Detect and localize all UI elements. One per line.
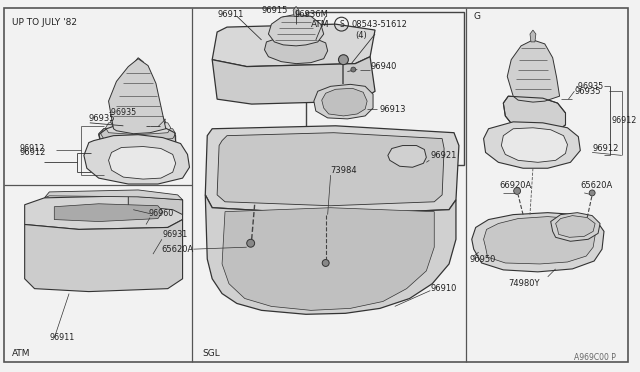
- Polygon shape: [111, 115, 166, 129]
- Circle shape: [514, 187, 520, 195]
- Text: 65620A: 65620A: [161, 245, 193, 254]
- Circle shape: [589, 190, 595, 196]
- Polygon shape: [212, 24, 375, 67]
- Text: 96911: 96911: [49, 333, 75, 343]
- Text: ATM: ATM: [12, 349, 30, 358]
- Text: A969C00 P: A969C00 P: [574, 353, 616, 362]
- Circle shape: [339, 55, 348, 65]
- Polygon shape: [125, 97, 151, 111]
- Text: -96935: -96935: [575, 82, 604, 91]
- Polygon shape: [212, 57, 375, 104]
- Polygon shape: [484, 217, 595, 264]
- Polygon shape: [388, 145, 426, 167]
- Polygon shape: [314, 84, 373, 119]
- Polygon shape: [100, 127, 175, 141]
- Polygon shape: [205, 126, 459, 215]
- Polygon shape: [84, 135, 189, 184]
- Polygon shape: [54, 204, 163, 222]
- Text: 96931: 96931: [163, 230, 188, 239]
- Polygon shape: [115, 109, 161, 123]
- Polygon shape: [530, 30, 536, 42]
- Circle shape: [351, 67, 356, 72]
- Text: ATM: ATM: [311, 20, 330, 29]
- Circle shape: [247, 239, 255, 247]
- Polygon shape: [322, 88, 367, 116]
- Polygon shape: [128, 196, 182, 215]
- Text: 96911: 96911: [217, 10, 243, 19]
- Polygon shape: [217, 133, 444, 206]
- Text: 96935: 96935: [574, 87, 601, 96]
- Polygon shape: [484, 122, 580, 168]
- Text: 96910: 96910: [430, 284, 457, 293]
- Text: UP TO JULY '82: UP TO JULY '82: [12, 18, 77, 27]
- Text: 96912: 96912: [612, 116, 637, 125]
- Polygon shape: [44, 190, 182, 200]
- Text: 65620A: 65620A: [580, 180, 612, 189]
- Text: 08543-51612: 08543-51612: [351, 20, 407, 29]
- Text: 96915: 96915: [262, 6, 288, 15]
- Circle shape: [322, 260, 329, 266]
- Text: 96912: 96912: [20, 148, 46, 157]
- Polygon shape: [550, 213, 600, 241]
- Polygon shape: [556, 216, 595, 237]
- Polygon shape: [503, 96, 566, 135]
- Text: 66920A: 66920A: [499, 180, 532, 189]
- Bar: [306, 12, 464, 165]
- Text: -96935: -96935: [109, 109, 137, 118]
- Text: 96940: 96940: [370, 62, 396, 71]
- Text: 96935: 96935: [89, 114, 115, 124]
- Text: 96936M: 96936M: [294, 10, 328, 19]
- Polygon shape: [99, 125, 175, 151]
- Text: 96960: 96960: [148, 209, 173, 218]
- Polygon shape: [501, 128, 568, 162]
- Polygon shape: [109, 59, 166, 134]
- Text: SGL: SGL: [202, 349, 220, 358]
- Text: (4): (4): [355, 31, 367, 39]
- Polygon shape: [293, 6, 299, 16]
- Polygon shape: [120, 103, 156, 117]
- Polygon shape: [25, 196, 182, 230]
- Text: 96912: 96912: [592, 144, 618, 153]
- Text: S: S: [339, 20, 344, 29]
- Text: G: G: [474, 12, 481, 21]
- Polygon shape: [106, 121, 171, 135]
- Polygon shape: [222, 208, 435, 310]
- Polygon shape: [268, 14, 324, 46]
- Text: 96913: 96913: [380, 105, 406, 113]
- Polygon shape: [25, 219, 182, 292]
- Text: 96912: 96912: [20, 144, 45, 153]
- Text: 96921: 96921: [430, 151, 457, 160]
- Polygon shape: [131, 58, 146, 77]
- Text: 73984: 73984: [331, 166, 357, 175]
- Polygon shape: [264, 36, 328, 64]
- Text: 74980Y: 74980Y: [508, 279, 540, 288]
- Polygon shape: [109, 147, 175, 179]
- Polygon shape: [472, 213, 604, 272]
- Text: 96950: 96950: [470, 254, 496, 263]
- Polygon shape: [508, 40, 559, 102]
- Polygon shape: [205, 195, 456, 314]
